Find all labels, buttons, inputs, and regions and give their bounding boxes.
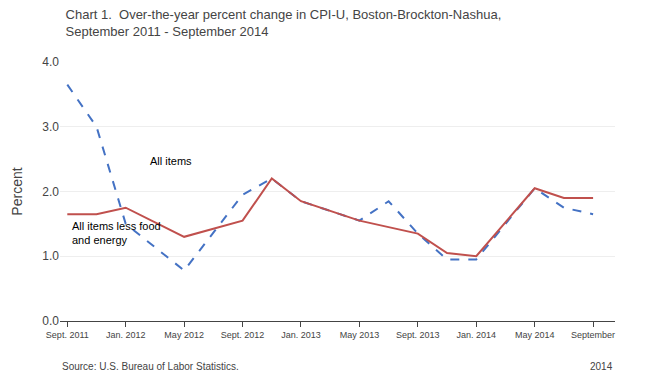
svg-text:Jan. 2012: Jan. 2012: [106, 330, 146, 340]
svg-text:Sept. 2013: Sept. 2013: [396, 330, 440, 340]
svg-text:1.0: 1.0: [42, 249, 59, 263]
svg-text:Chart 1. Over-the-year percen: Chart 1. Over-the-year percent change in…: [66, 7, 502, 39]
svg-text:4.0: 4.0: [42, 55, 59, 69]
svg-text:Sept. 2012: Sept. 2012: [221, 330, 265, 340]
svg-text:All items: All items: [150, 155, 192, 167]
svg-text:All items less foodand energy: All items less foodand energy: [72, 220, 161, 246]
svg-text:May 2014: May 2014: [515, 330, 555, 340]
svg-text:2014: 2014: [590, 361, 613, 372]
svg-text:September: September: [571, 330, 615, 340]
svg-text:May 2012: May 2012: [164, 330, 204, 340]
svg-text:Sept. 2011: Sept. 2011: [46, 330, 89, 340]
svg-text:Source: U.S. Bureau of Labor S: Source: U.S. Bureau of Labor Statistics.: [62, 361, 239, 372]
svg-text:2.0: 2.0: [42, 185, 59, 199]
svg-text:Jan. 2014: Jan. 2014: [456, 330, 496, 340]
svg-text:Jan. 2013: Jan. 2013: [281, 330, 321, 340]
svg-text:3.0: 3.0: [42, 120, 59, 134]
svg-text:May 2013: May 2013: [340, 330, 380, 340]
svg-text:0.0: 0.0: [42, 314, 59, 328]
svg-text:Percent: Percent: [9, 167, 25, 215]
